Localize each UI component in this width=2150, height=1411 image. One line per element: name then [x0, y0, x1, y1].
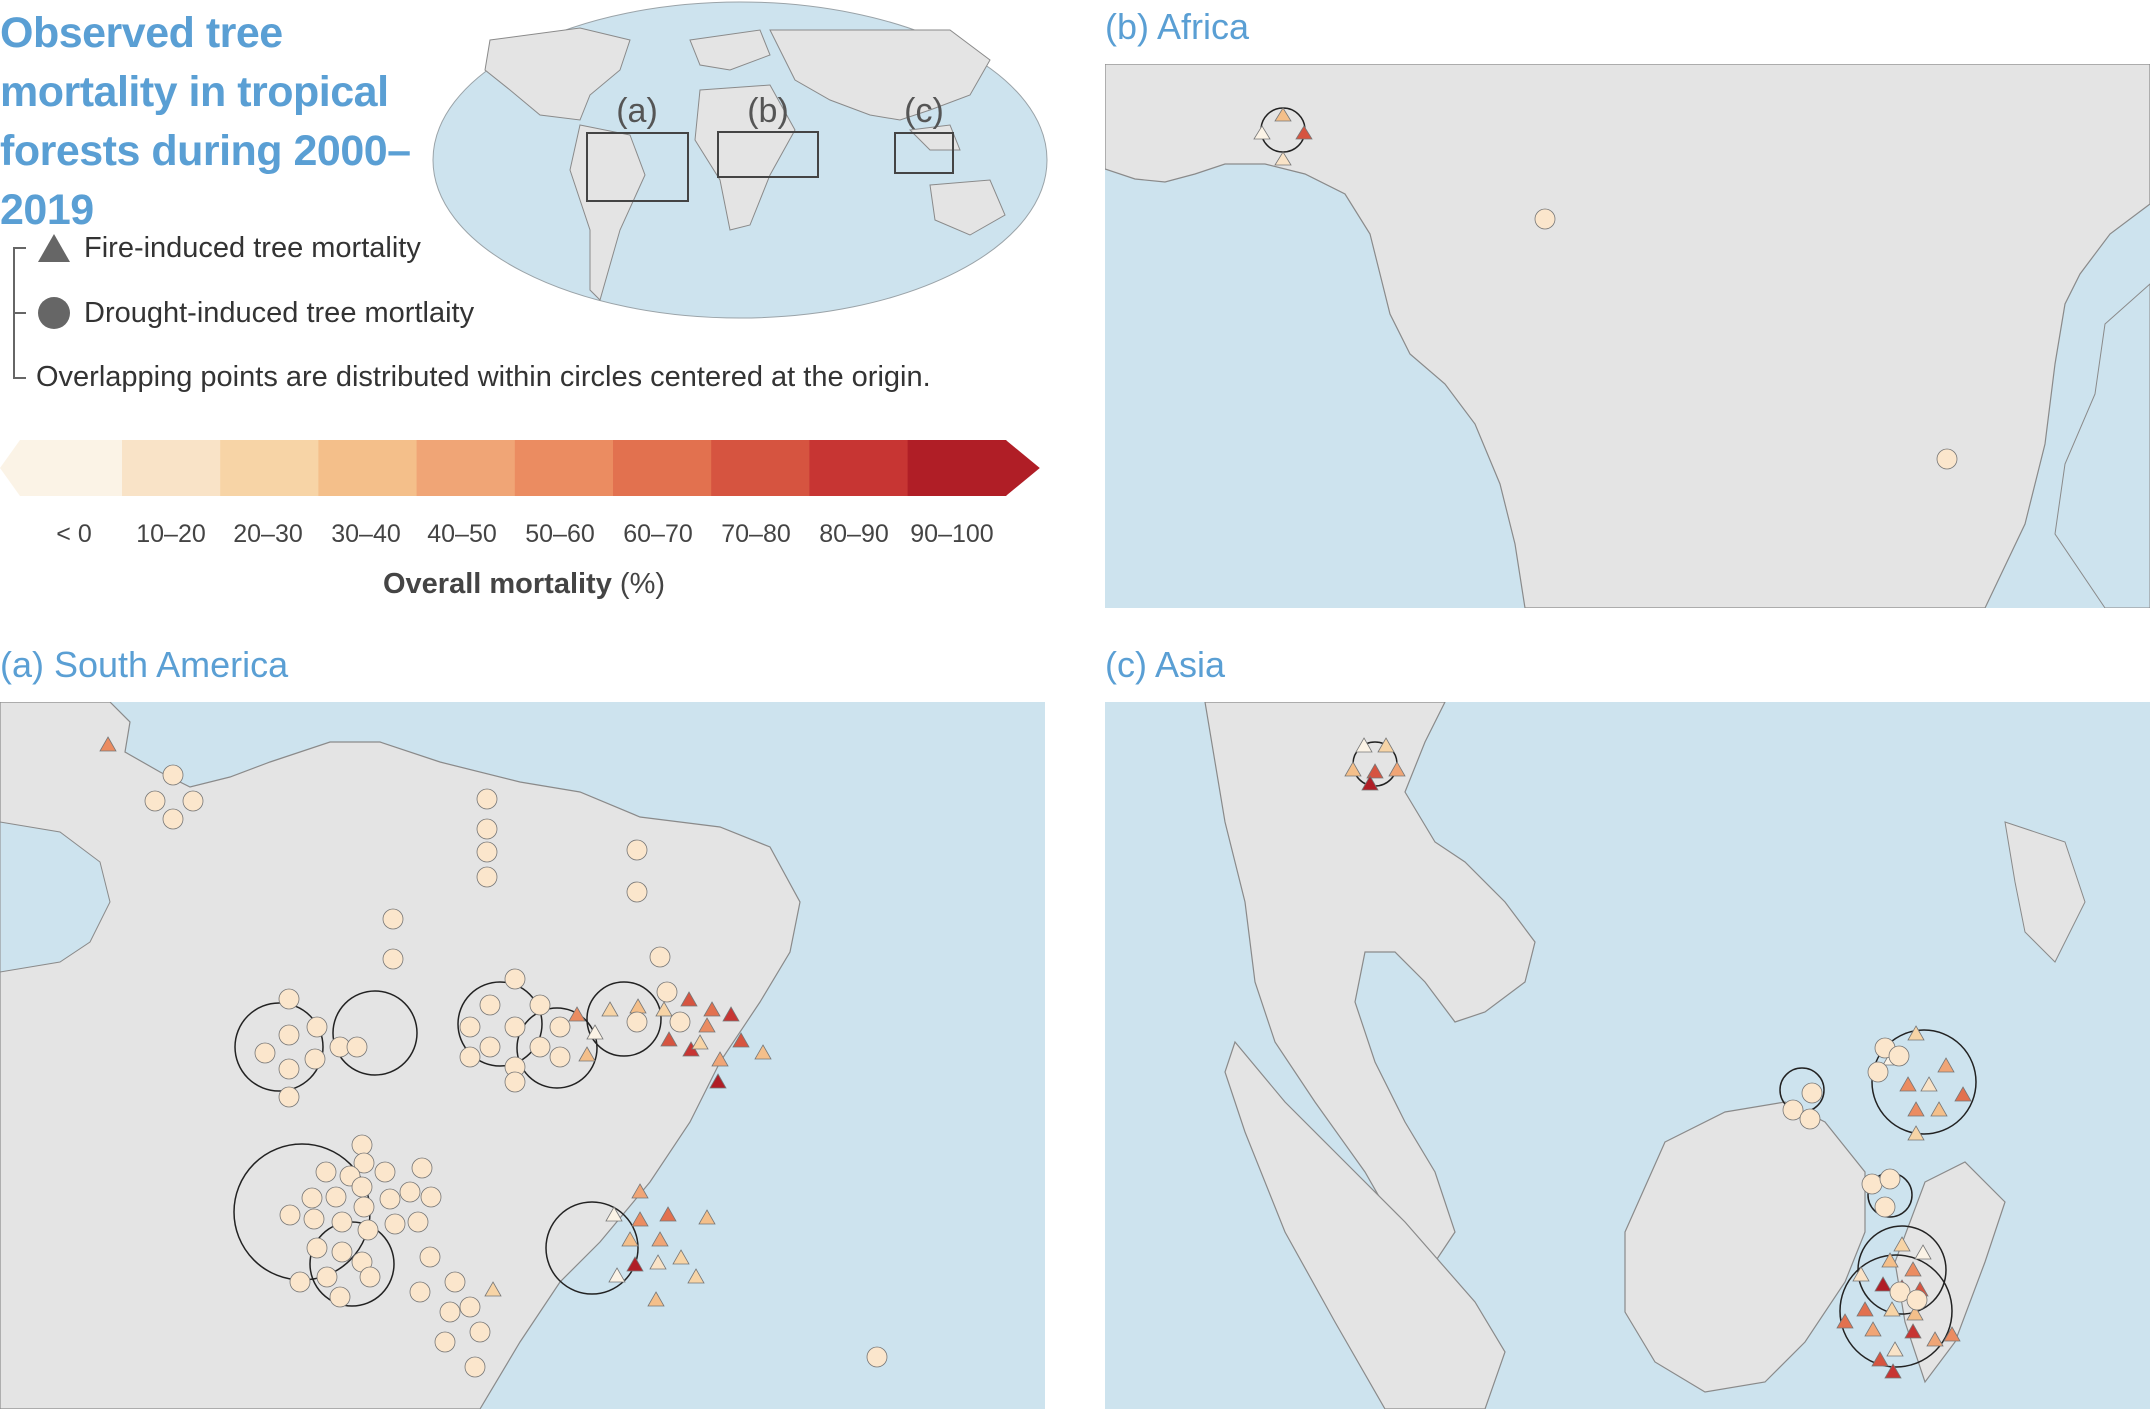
circle-icon	[38, 297, 70, 329]
figure-title: Observed tree mortality in tropical fore…	[0, 9, 411, 234]
colorbar-tick-label: 20–30	[233, 520, 303, 548]
colorbar-tick-label: 80–90	[819, 520, 889, 548]
inset-label-c: (c)	[904, 92, 944, 130]
colorbar-segment-7	[711, 440, 810, 496]
africa-map	[1105, 64, 2150, 608]
panel-title-asia: (c) Asia	[1105, 644, 1226, 685]
legend-drought-label: Drought-induced tree mortlaity	[84, 296, 475, 329]
legend-fire-label: Fire-induced tree mortality	[84, 231, 421, 264]
world-overview-map: (a) (b) (c)	[432, 1, 1048, 319]
colorbar-tick-label: 40–50	[427, 520, 497, 548]
colorbar-tick-label: 50–60	[525, 520, 595, 548]
colorbar-segment-9	[907, 440, 1007, 496]
south-america-map	[0, 702, 1045, 1409]
legend-drought: Drought-induced tree mortlaity	[36, 295, 474, 331]
colorbar-end-arrow	[1005, 440, 1040, 496]
triangle-icon	[38, 234, 70, 262]
inset-label-b: (b)	[747, 92, 789, 130]
colorbar-segment-4	[416, 440, 516, 496]
colorbar-title: Overall mortality	[382, 568, 612, 600]
colorbar-segment-6	[613, 440, 712, 496]
colorbar	[0, 440, 1040, 496]
colorbar-tick-label: 70–80	[721, 520, 791, 548]
colorbar-segment-3	[318, 440, 418, 496]
colorbar-tick-label: 90–100	[910, 520, 994, 548]
legend-note: Overlapping points are distributed withi…	[36, 361, 931, 394]
colorbar-segment-5	[514, 440, 614, 496]
colorbar-segment-1	[122, 440, 221, 496]
colorbar-tick-label: 10–20	[136, 520, 206, 548]
legend-note-label: Overlapping points are distributed withi…	[36, 361, 931, 393]
panel-title-africa: (b) Africa	[1105, 6, 1250, 47]
colorbar-segment-0	[0, 440, 122, 496]
colorbar-tick-label: < 0	[56, 520, 92, 548]
colorbar-tick-label: 60–70	[623, 520, 693, 548]
colorbar-segment-8	[809, 440, 909, 496]
colorbar-unit: (%)	[619, 568, 666, 600]
asia-map	[1105, 702, 2150, 1409]
colorbar-segment-2	[220, 440, 319, 496]
panel-title-south-america: (a) South America	[0, 644, 289, 685]
colorbar-tick-label: 30–40	[331, 520, 401, 548]
inset-label-a: (a)	[616, 92, 658, 130]
colorbar-caption: Overall mortality (%)	[383, 568, 665, 601]
legend-bracket	[13, 247, 26, 379]
legend-fire: Fire-induced tree mortality	[36, 231, 421, 265]
